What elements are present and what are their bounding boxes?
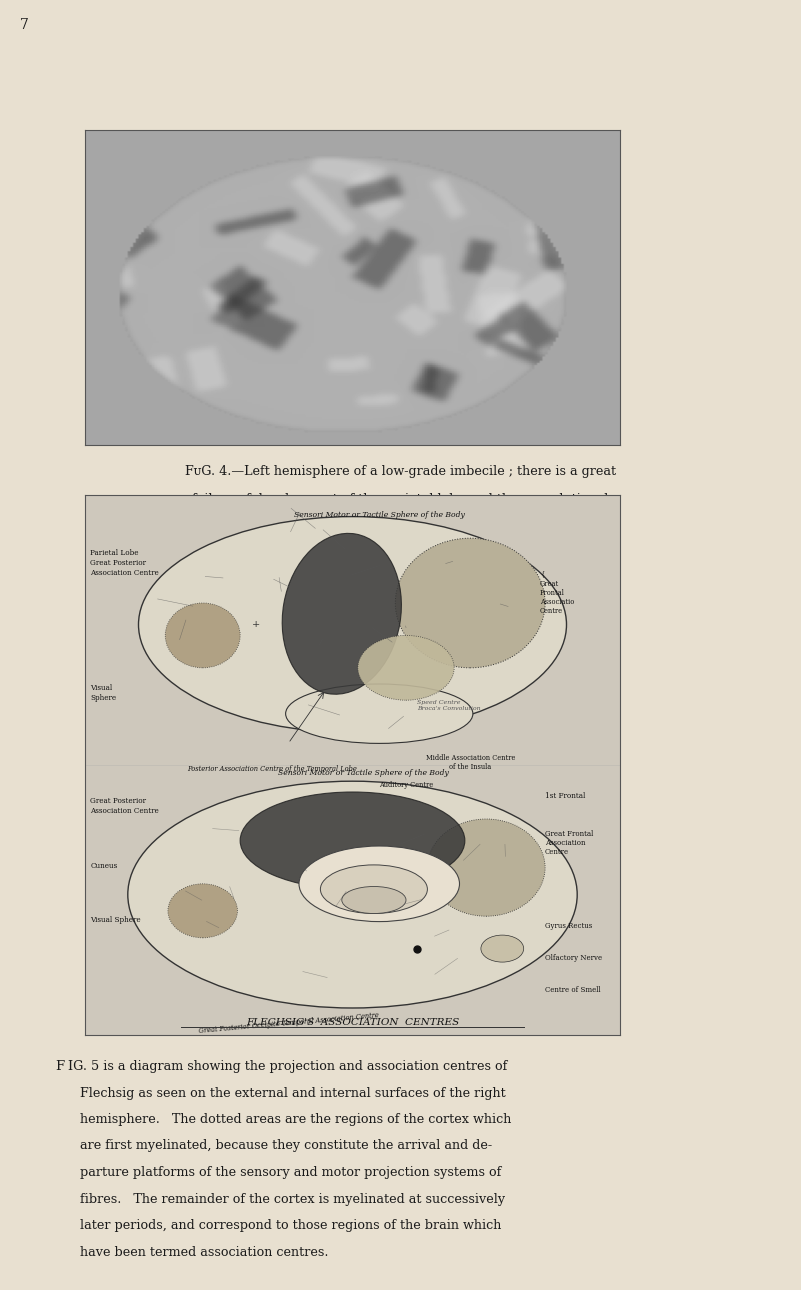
Text: Sensori Motor or Tactile Sphere of the Body: Sensori Motor or Tactile Sphere of the B… — [294, 511, 465, 519]
Text: +: + — [252, 620, 260, 630]
Text: Centre of Smell: Centre of Smell — [545, 987, 601, 995]
Text: Great Posterior Occipito Temporal Association Centre: Great Posterior Occipito Temporal Associ… — [198, 1011, 379, 1035]
Ellipse shape — [165, 602, 240, 668]
Text: Great Posterior
Association Centre: Great Posterior Association Centre — [91, 797, 159, 815]
Text: F: F — [55, 1060, 64, 1073]
Text: Parietal Lobe
Great Posterior
Association Centre: Parietal Lobe Great Posterior Associatio… — [91, 550, 159, 577]
Ellipse shape — [139, 516, 566, 733]
Ellipse shape — [168, 884, 237, 938]
Text: FLECHSIG'S  ASSOCIATION  CENTRES: FLECHSIG'S ASSOCIATION CENTRES — [246, 1018, 459, 1027]
Ellipse shape — [299, 846, 460, 921]
Ellipse shape — [481, 935, 524, 962]
Ellipse shape — [282, 533, 401, 694]
Text: parture platforms of the sensory and motor projection systems of: parture platforms of the sensory and mot… — [80, 1166, 501, 1179]
Text: Sensori Motor or Tactile Sphere of the Body: Sensori Motor or Tactile Sphere of the B… — [278, 769, 449, 778]
Text: fibres.   The remainder of the cortex is myelinated at successively: fibres. The remainder of the cortex is m… — [80, 1192, 505, 1205]
Text: Visual Sphere: Visual Sphere — [91, 916, 141, 924]
Text: 1st Frontal: 1st Frontal — [545, 792, 586, 800]
Text: are first myelinated, because they constitute the arrival and de-: are first myelinated, because they const… — [80, 1139, 492, 1152]
Text: IG. 5 is a diagram showing the projection and association centres of: IG. 5 is a diagram showing the projectio… — [68, 1060, 507, 1073]
Text: 7: 7 — [20, 18, 29, 32]
Text: Visual
Sphere: Visual Sphere — [91, 684, 116, 702]
Text: Olfactory Nerve: Olfactory Nerve — [545, 955, 602, 962]
Text: Posterior Association Centre of the Temporal Lobe: Posterior Association Centre of the Temp… — [187, 765, 357, 773]
Ellipse shape — [286, 684, 473, 743]
Text: Cuneus: Cuneus — [91, 862, 118, 871]
Ellipse shape — [396, 538, 545, 668]
Text: Speed Centre
Broca's Convolution: Speed Centre Broca's Convolution — [417, 700, 481, 711]
Text: FᴜG. 4.—Left hemisphere of a low-grade imbecile ; there is a great: FᴜG. 4.—Left hemisphere of a low-grade i… — [185, 464, 616, 479]
Text: {
Great
Frontal
Associatio
Centre: { Great Frontal Associatio Centre — [540, 570, 574, 615]
Text: pattern is very simple in comparison with the normal (Fig. 1, Pl. II).: pattern is very simple in comparison wit… — [182, 521, 619, 534]
Text: Great Frontal
Association
Centre: Great Frontal Association Centre — [545, 829, 594, 857]
Text: later periods, and correspond to those regions of the brain which: later periods, and correspond to those r… — [80, 1219, 501, 1232]
Text: Middle Association Centre
of the Insula: Middle Association Centre of the Insula — [425, 755, 515, 771]
Ellipse shape — [342, 886, 406, 913]
Text: failure of development of the parietal lobe and the convolutional: failure of development of the parietal l… — [192, 493, 609, 506]
Ellipse shape — [428, 819, 545, 916]
Ellipse shape — [128, 782, 578, 1007]
Ellipse shape — [320, 864, 428, 913]
Text: have been termed association centres.: have been termed association centres. — [80, 1246, 328, 1259]
Text: Gyrus Rectus: Gyrus Rectus — [545, 921, 593, 930]
Text: hemisphere.   The dotted areas are the regions of the cortex which: hemisphere. The dotted areas are the reg… — [80, 1113, 511, 1126]
Ellipse shape — [240, 792, 465, 889]
Text: Flechsig as seen on the external and internal surfaces of the right: Flechsig as seen on the external and int… — [80, 1086, 505, 1099]
Ellipse shape — [358, 636, 454, 700]
Text: Auditory Centre: Auditory Centre — [379, 782, 433, 789]
